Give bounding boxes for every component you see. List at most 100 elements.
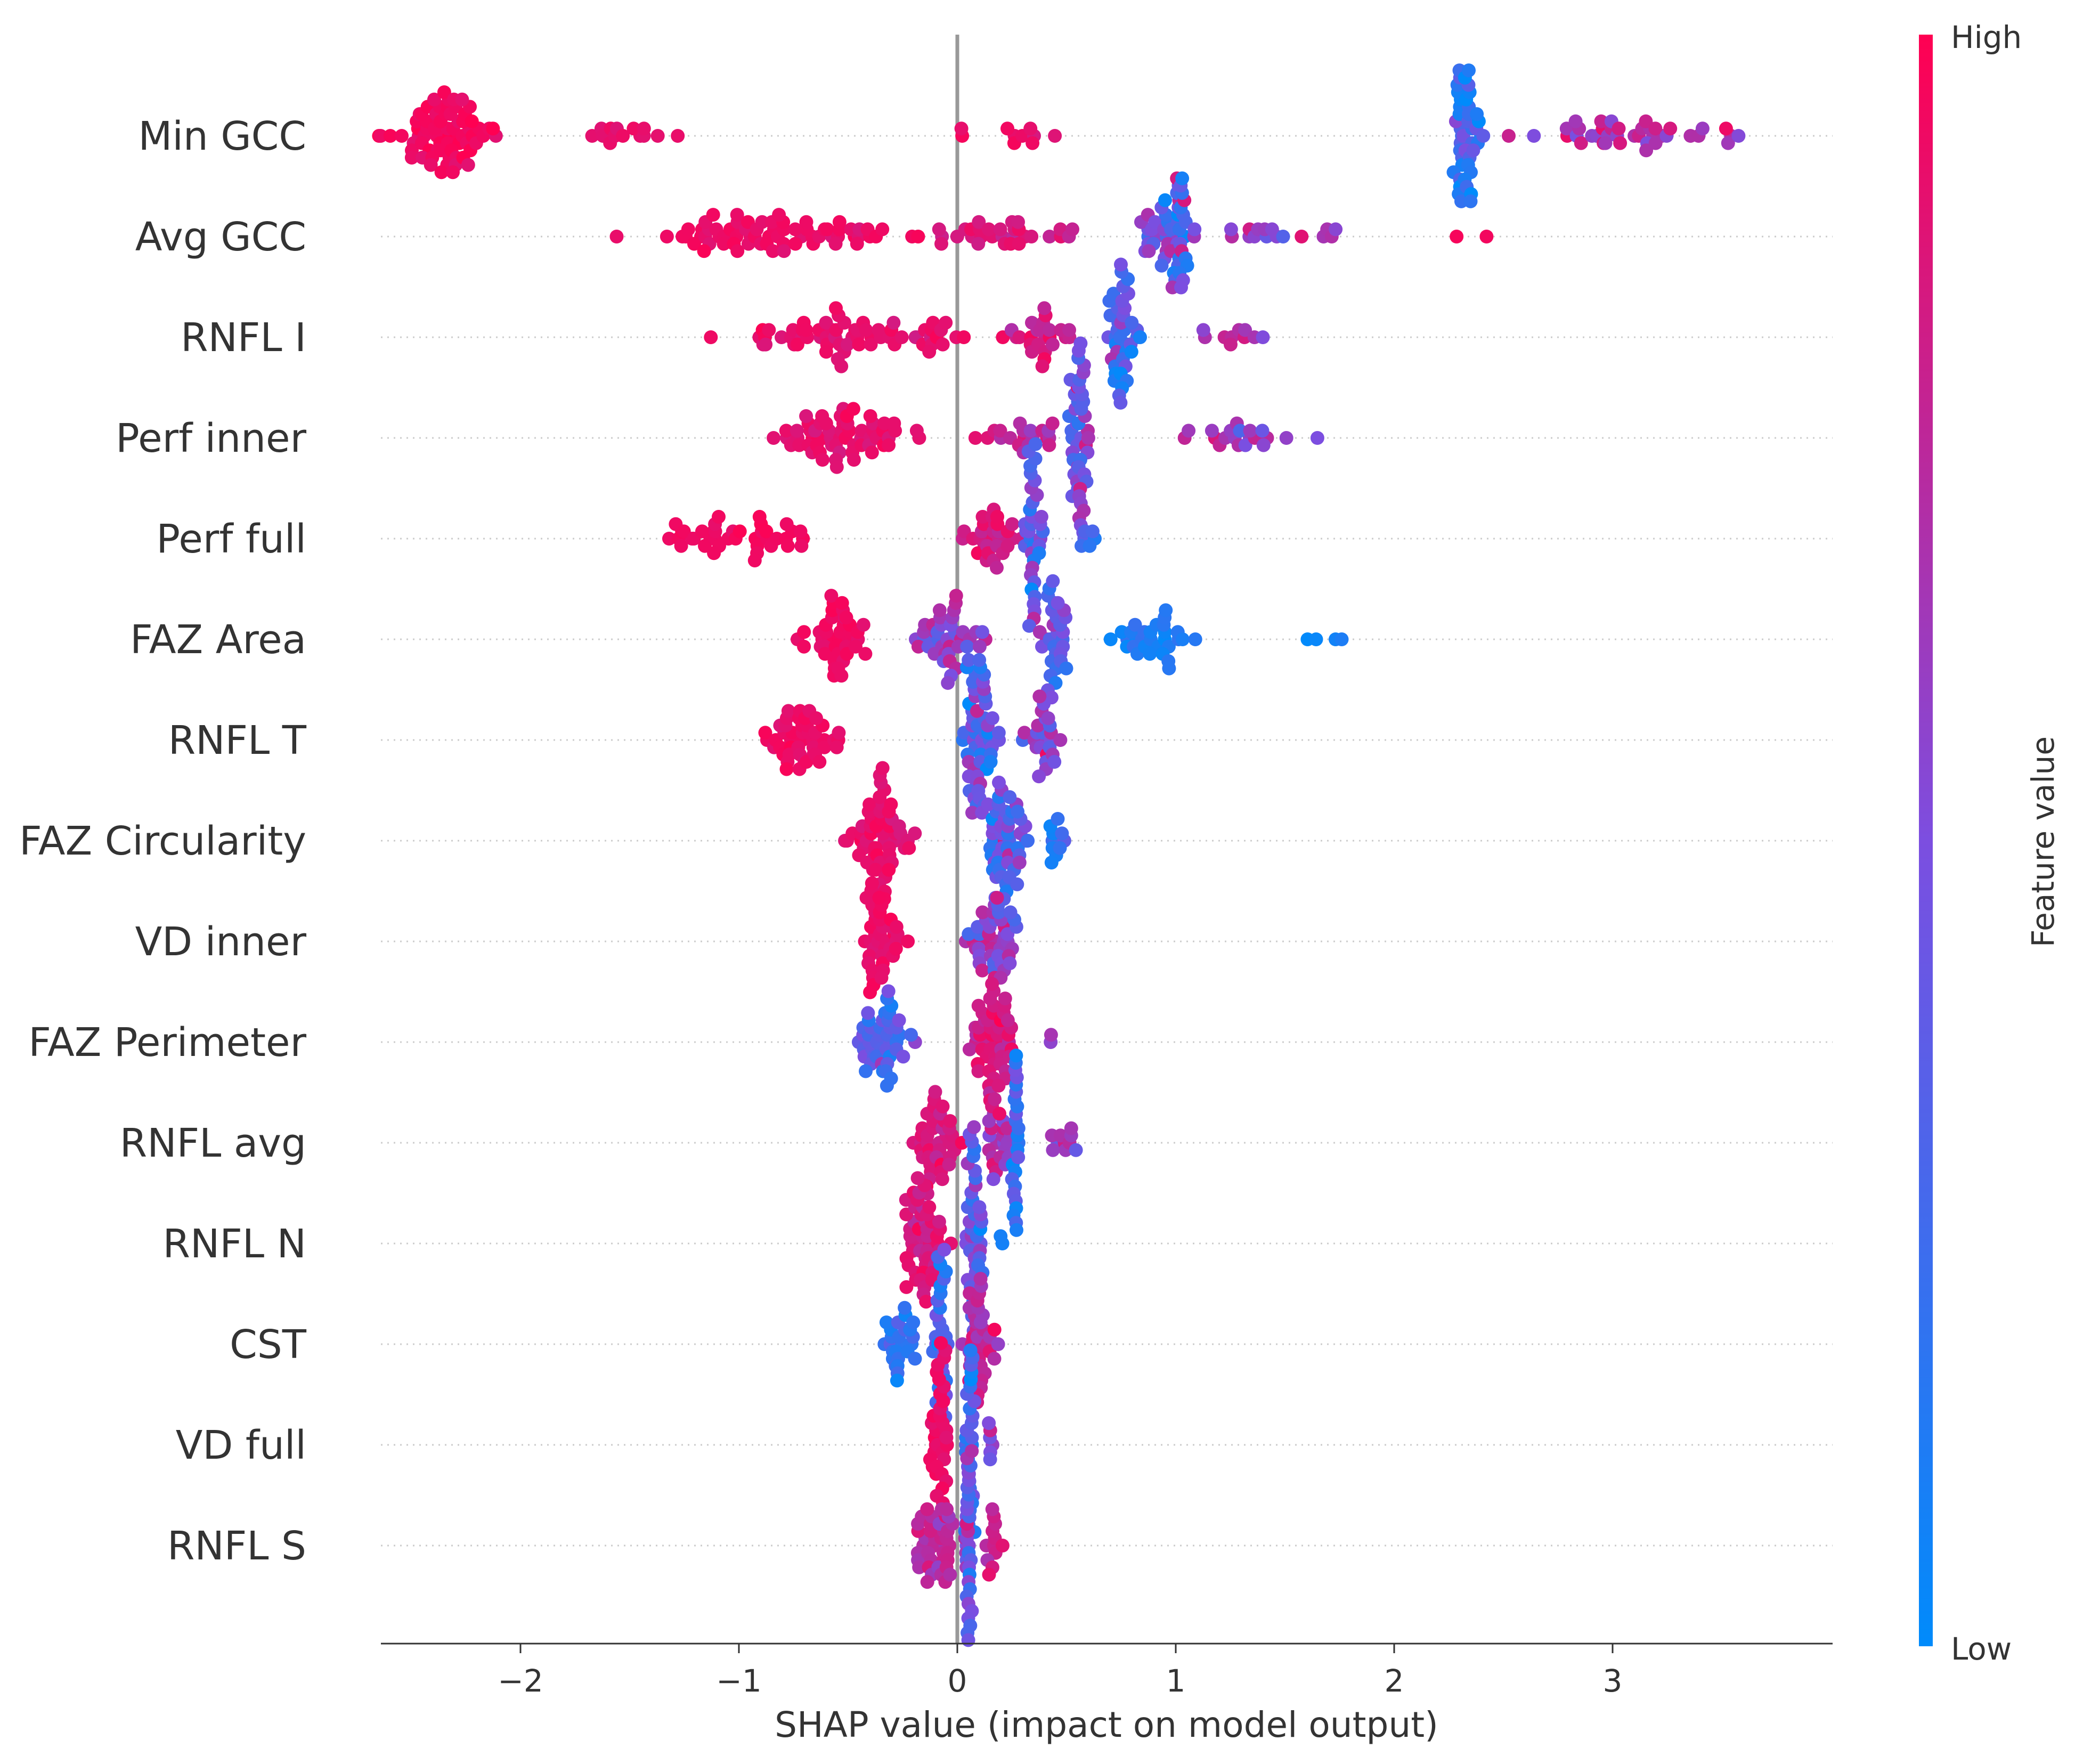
dot-min-gcc bbox=[1048, 129, 1062, 143]
dot-avg-gcc bbox=[697, 244, 711, 258]
dot-rnfl-s bbox=[961, 1633, 975, 1647]
dot-avg-gcc bbox=[1024, 230, 1039, 243]
dot-min-gcc bbox=[434, 165, 449, 180]
dot-perf-inner bbox=[829, 460, 844, 474]
dot-perf-inner bbox=[968, 431, 982, 445]
dot-rnfl-i bbox=[819, 345, 833, 359]
dot-faz-area bbox=[858, 647, 873, 661]
shap-dots bbox=[372, 63, 1746, 1647]
dot-avg-gcc bbox=[1011, 215, 1025, 229]
dot-faz-area bbox=[1128, 617, 1142, 632]
feature-label-rnfl-t: RNFL T bbox=[168, 718, 307, 763]
dot-faz-perimeter bbox=[998, 991, 1012, 1006]
dot-perf-inner bbox=[1255, 424, 1270, 438]
dot-rnfl-t bbox=[1053, 733, 1068, 747]
dot-faz-circularity bbox=[1011, 804, 1024, 819]
dot-faz-circularity bbox=[1012, 856, 1027, 869]
dot-rnfl-avg bbox=[992, 1107, 1006, 1121]
dot-rnfl-i bbox=[799, 323, 813, 337]
dot-min-gcc bbox=[1695, 121, 1710, 136]
dot-rnfl-t bbox=[1047, 755, 1062, 769]
dot-rnfl-t bbox=[991, 726, 1006, 740]
dot-min-gcc bbox=[1466, 143, 1480, 158]
dot-avg-gcc bbox=[832, 215, 847, 229]
dot-faz-perimeter bbox=[881, 984, 896, 998]
dot-faz-area bbox=[1309, 632, 1323, 646]
dot-avg-gcc bbox=[820, 222, 834, 237]
dot-rnfl-s bbox=[995, 1539, 1010, 1552]
dot-avg-gcc bbox=[1043, 230, 1057, 243]
x-axis-ticks: −2 −1 0 1 2 3 bbox=[498, 1644, 1622, 1699]
dot-rnfl-i bbox=[834, 359, 849, 373]
dot-rnfl-t bbox=[832, 726, 846, 740]
dot-rnfl-i bbox=[894, 330, 909, 344]
dot-avg-gcc bbox=[777, 244, 791, 258]
dot-rnfl-s bbox=[912, 1560, 926, 1574]
dot-min-gcc bbox=[424, 158, 438, 172]
dot-avg-gcc bbox=[1295, 230, 1309, 243]
dot-faz-circularity bbox=[1010, 877, 1024, 891]
dot-avg-gcc bbox=[1142, 244, 1156, 258]
dot-rnfl-t bbox=[1032, 769, 1046, 784]
dot-min-gcc bbox=[486, 121, 500, 136]
dot-min-gcc bbox=[1639, 143, 1654, 158]
dot-avg-gcc bbox=[609, 230, 624, 243]
dot-faz-circularity bbox=[875, 761, 890, 775]
dot-rnfl-n bbox=[932, 1215, 946, 1229]
dot-vd-inner bbox=[1003, 905, 1018, 920]
dot-rnfl-avg bbox=[935, 1099, 950, 1113]
dot-avg-gcc bbox=[934, 237, 948, 251]
dot-rnfl-avg bbox=[1011, 1150, 1026, 1165]
dot-faz-circularity bbox=[868, 863, 883, 877]
dot-min-gcc bbox=[626, 121, 641, 136]
dot-avg-gcc bbox=[971, 237, 986, 251]
x-axis-title: SHAP value (impact on model output) bbox=[775, 1704, 1438, 1745]
dot-rnfl-i bbox=[704, 330, 718, 344]
dot-rnfl-i bbox=[886, 315, 901, 330]
dot-rnfl-i bbox=[939, 315, 953, 330]
dot-rnfl-t bbox=[985, 711, 999, 725]
dot-rnfl-n bbox=[910, 1171, 925, 1185]
dot-perf-inner bbox=[1238, 438, 1252, 452]
dot-perf-full bbox=[674, 539, 688, 553]
dot-avg-gcc bbox=[828, 237, 843, 251]
dot-avg-gcc bbox=[932, 222, 946, 237]
dot-min-gcc bbox=[446, 165, 460, 180]
feature-label-faz-circularity: FAZ Circularity bbox=[19, 818, 306, 864]
feature-label-rnfl-avg: RNFL avg bbox=[120, 1120, 306, 1166]
dot-perf-full bbox=[747, 554, 762, 567]
dot-rnfl-avg bbox=[928, 1085, 942, 1099]
dot-faz-circularity bbox=[902, 841, 916, 855]
dot-rnfl-i bbox=[1037, 301, 1052, 315]
dot-perf-full bbox=[1000, 539, 1015, 553]
dot-min-gcc bbox=[1026, 136, 1040, 150]
dot-rnfl-i bbox=[1238, 323, 1252, 337]
dot-vd-full bbox=[982, 1416, 996, 1430]
dot-avg-gcc bbox=[730, 208, 744, 222]
dot-perf-full bbox=[662, 532, 676, 546]
dot-min-gcc bbox=[1613, 136, 1628, 150]
x-tick-label: −1 bbox=[716, 1663, 762, 1699]
dot-perf-full bbox=[793, 524, 808, 539]
dot-perf-inner bbox=[1205, 424, 1219, 438]
dot-faz-perimeter bbox=[859, 1064, 873, 1078]
dot-vd-inner bbox=[1003, 956, 1017, 970]
dot-perf-inner bbox=[882, 438, 896, 452]
dot-rnfl-i bbox=[1012, 330, 1027, 344]
dot-faz-area bbox=[1162, 661, 1176, 676]
dot-cst bbox=[906, 1315, 921, 1330]
dot-faz-area bbox=[834, 669, 849, 683]
feature-label-cst: CST bbox=[230, 1322, 307, 1368]
dot-rnfl-t bbox=[812, 755, 827, 769]
dot-rnfl-avg bbox=[943, 1114, 957, 1128]
dot-rnfl-avg bbox=[942, 1157, 956, 1172]
row-gridlines bbox=[381, 135, 1833, 1547]
dot-min-gcc bbox=[427, 92, 441, 107]
dot-perf-inner bbox=[779, 424, 793, 438]
dot-faz-perimeter bbox=[1044, 1028, 1058, 1042]
dot-vd-full bbox=[963, 1343, 978, 1357]
x-tick-label: 3 bbox=[1603, 1663, 1623, 1699]
colorbar-gradient bbox=[1919, 35, 1933, 1646]
dot-rnfl-t bbox=[1018, 726, 1031, 740]
